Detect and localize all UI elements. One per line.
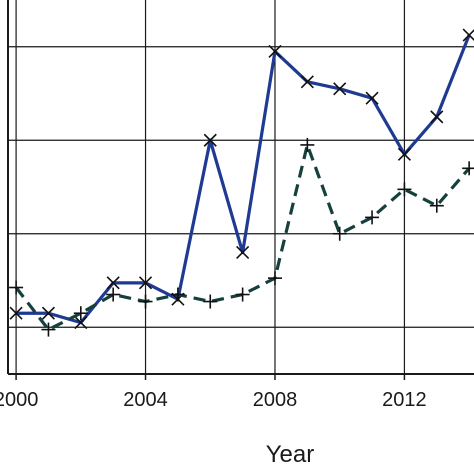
x-marker	[397, 147, 411, 161]
plus-marker	[106, 287, 121, 302]
plus-marker	[365, 210, 380, 225]
x-tick-label: 2000	[0, 389, 38, 411]
x-marker	[236, 245, 250, 260]
plus-marker	[9, 280, 24, 295]
plus-marker	[41, 322, 56, 337]
plus-marker	[235, 287, 250, 302]
series-line	[14, 143, 471, 332]
x-marker	[41, 306, 56, 320]
series-1	[9, 28, 474, 330]
x-marker	[268, 44, 282, 58]
tick-labels: 2000 2004 2008 2012	[0, 389, 427, 411]
plus-marker	[203, 294, 218, 309]
plus-marker	[332, 226, 347, 241]
x-marker	[203, 133, 217, 147]
plus-marker	[170, 287, 185, 302]
plus-marker	[73, 306, 88, 321]
x-marker	[300, 75, 314, 89]
plus-marker	[300, 137, 315, 152]
series-group	[9, 28, 474, 337]
x-marker	[74, 316, 88, 330]
x-tick-label: 2008	[253, 389, 298, 411]
x-marker	[462, 28, 474, 42]
x-marker	[365, 91, 379, 105]
series-line	[16, 34, 471, 325]
x-tick-label: 2004	[123, 389, 168, 411]
plus-marker	[138, 294, 153, 309]
x-marker	[333, 82, 347, 96]
x-tick-label: 2012	[382, 389, 427, 411]
x-marker	[106, 276, 120, 290]
x-marker	[430, 110, 444, 124]
plus-marker	[397, 182, 412, 197]
x-marker	[9, 306, 23, 320]
axes	[7, 0, 474, 380]
plus-marker	[429, 198, 444, 213]
plus-marker	[267, 271, 282, 286]
x-marker	[138, 276, 153, 290]
series-2	[9, 137, 474, 337]
x-axis-label: Year	[266, 441, 315, 468]
